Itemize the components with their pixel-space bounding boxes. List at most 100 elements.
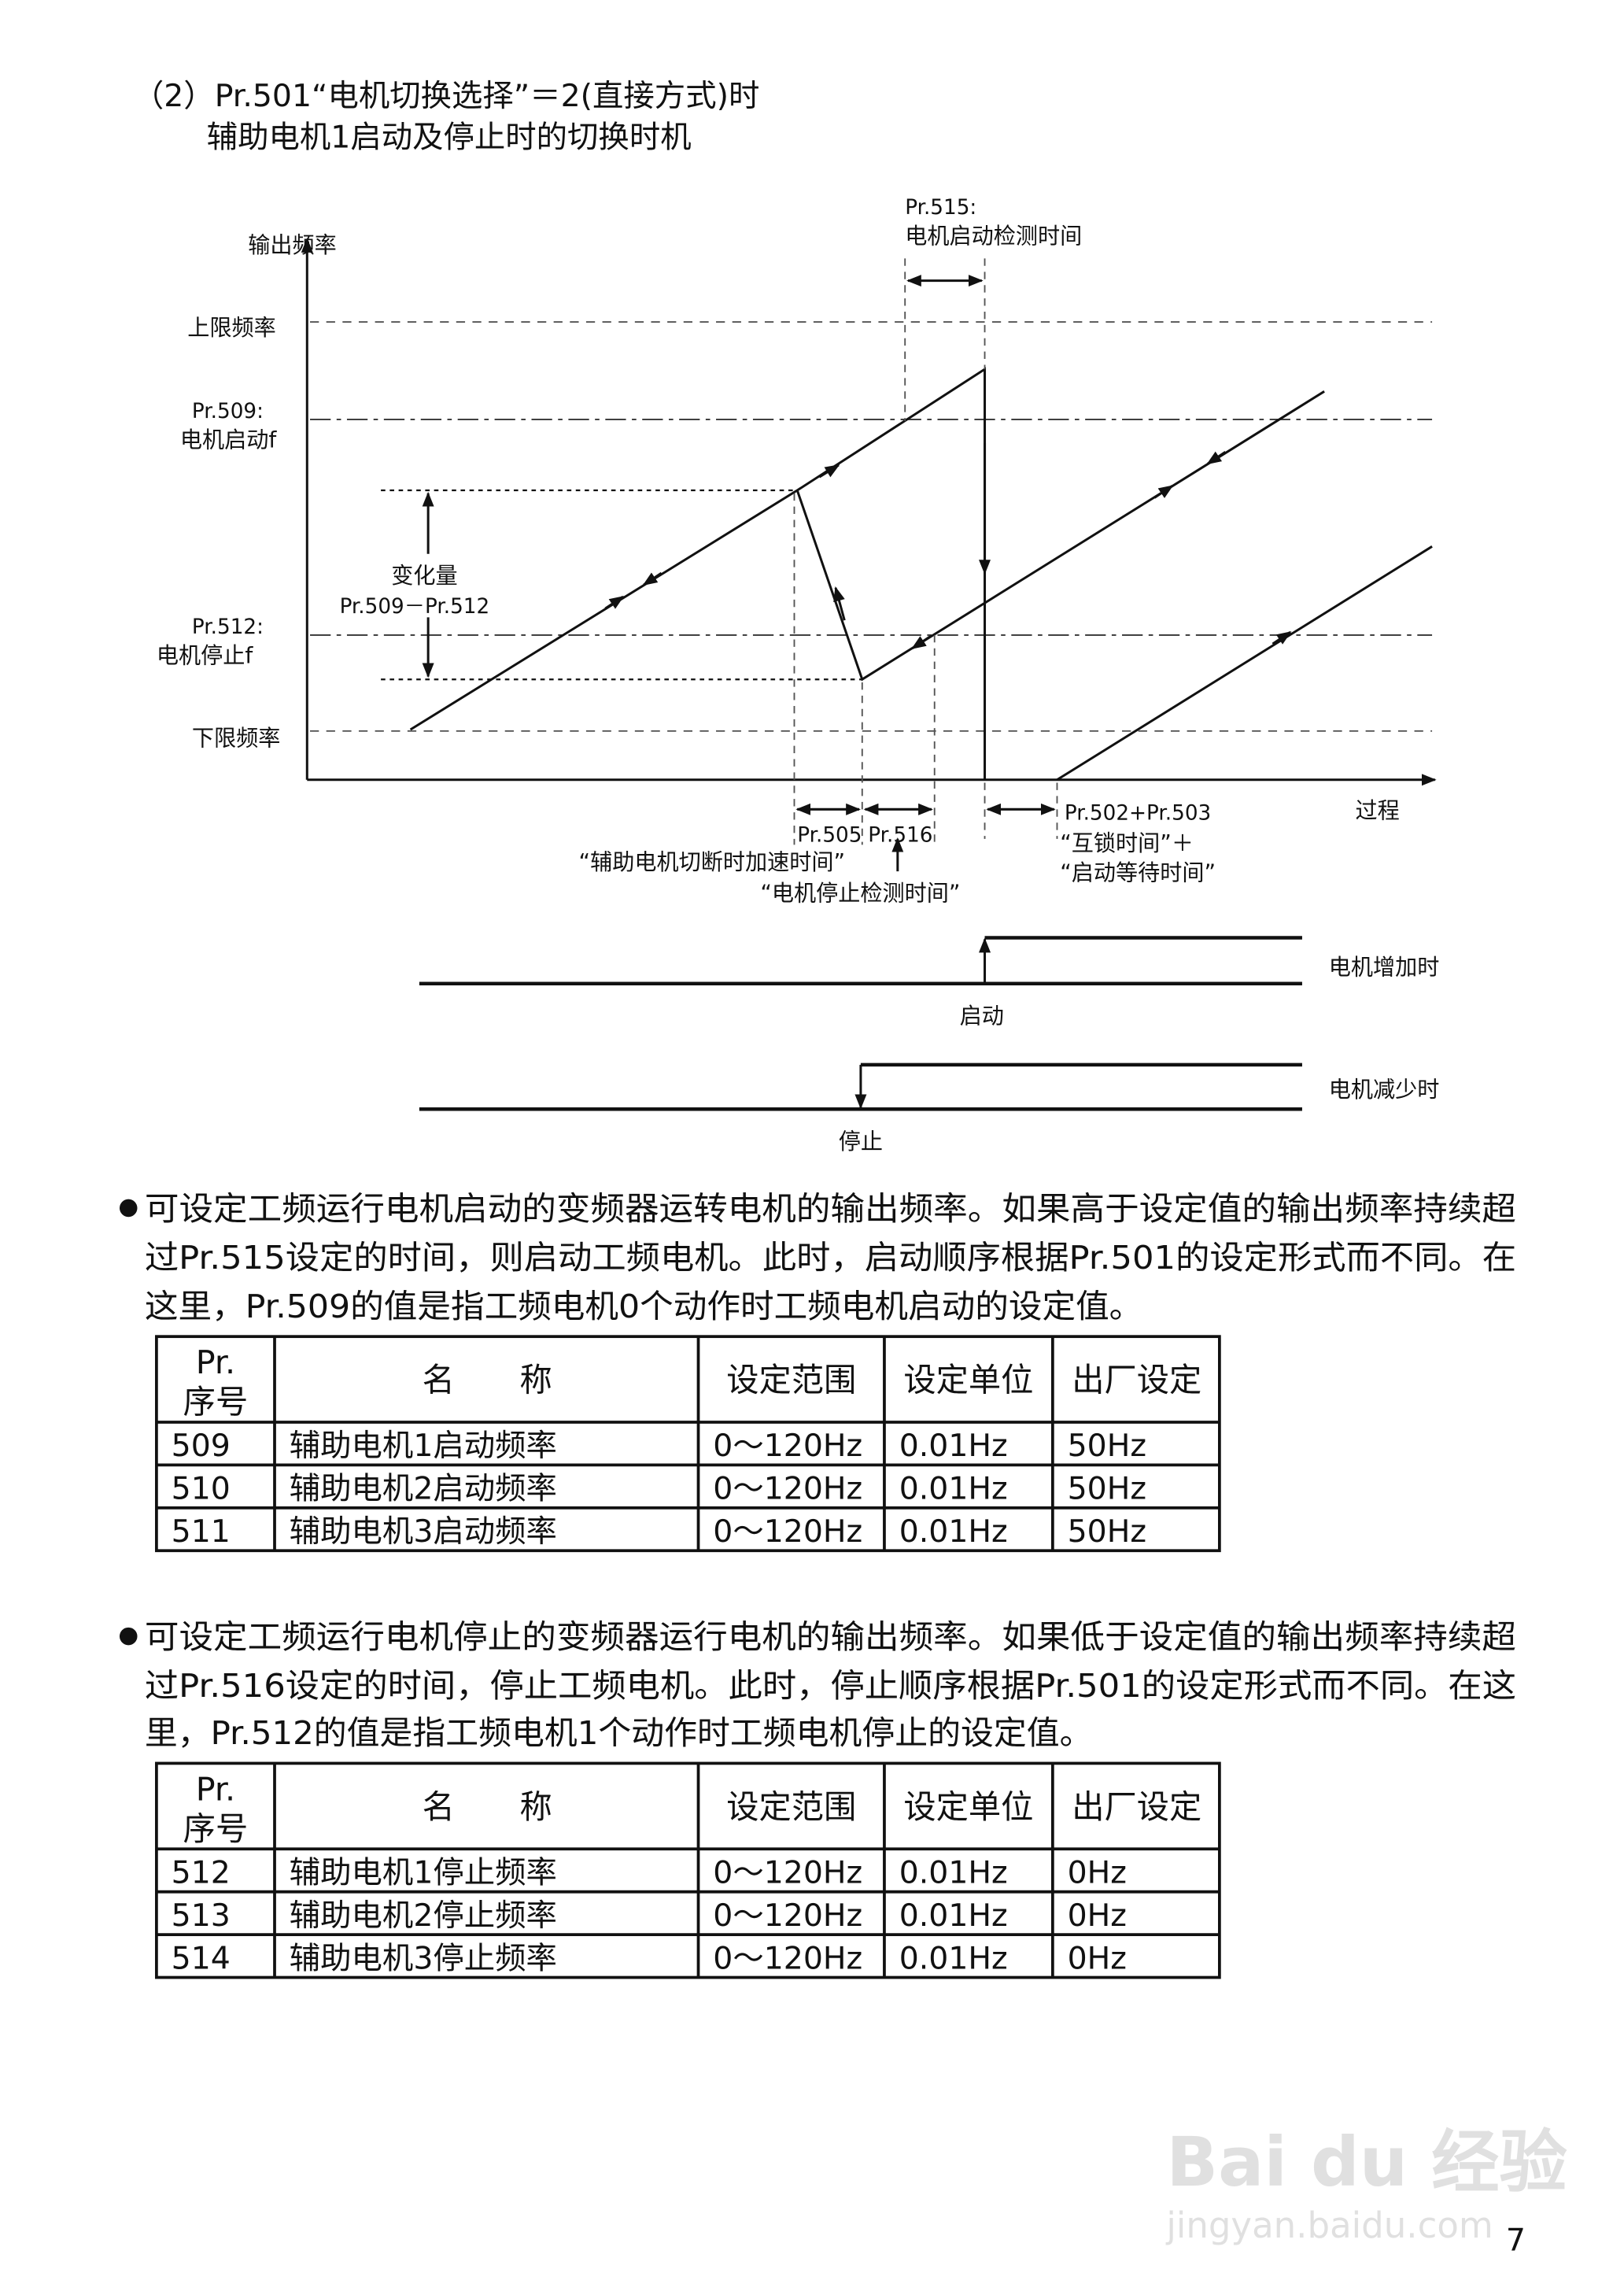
direction-arrow xyxy=(1153,485,1174,499)
cell-default: 0Hz xyxy=(1068,1940,1127,1976)
table-header-number: 序号 xyxy=(183,1810,249,1848)
table-row: 514 辅助电机3停止频率 0～120Hz 0.01Hz 0Hz xyxy=(172,1940,1127,1976)
cell-name: 辅助电机1停止频率 xyxy=(290,1854,557,1890)
table-header-pr: Pr. xyxy=(196,1343,235,1381)
cell-pr-number: 509 xyxy=(172,1428,231,1464)
cell-pr-number: 512 xyxy=(172,1854,231,1890)
change-label: 变化量 xyxy=(391,563,457,589)
table-header-unit: 设定单位 xyxy=(903,1362,1033,1399)
pr515-code-label: Pr.515: xyxy=(905,196,976,220)
direction-arrow xyxy=(818,464,840,479)
table-row: 510 辅助电机2启动频率 0～120Hz 0.01Hz 50Hz xyxy=(172,1471,1146,1507)
cell-unit: 0.01Hz xyxy=(899,1898,1008,1934)
cell-unit: 0.01Hz xyxy=(899,1471,1008,1507)
switching-timing-diagram: 输出频率 过程 上限频率 Pr.509: 电机启动f Pr.512: 电机停止f… xyxy=(157,196,1439,1155)
cell-default: 50Hz xyxy=(1068,1513,1146,1550)
table-header-range: 设定范围 xyxy=(726,1362,856,1399)
pr516-code-label: Pr.516 xyxy=(868,824,932,848)
cell-unit: 0.01Hz xyxy=(899,1940,1008,1976)
cell-range: 0～120Hz xyxy=(713,1940,862,1976)
pr515-name-label: 电机启动检测时间 xyxy=(905,224,1082,249)
table-row: 509 辅助电机1启动频率 0～120Hz 0.01Hz 50Hz xyxy=(172,1428,1146,1464)
table-header-pr: Pr. xyxy=(196,1770,235,1808)
cell-range: 0～120Hz xyxy=(713,1854,862,1890)
pr509-name-label: 电机启动f xyxy=(180,427,278,453)
cell-pr-number: 514 xyxy=(172,1940,231,1976)
section-heading: （2）Pr.501“电机切换选择”＝2(直接方式)时 xyxy=(133,78,760,114)
cell-unit: 0.01Hz xyxy=(899,1428,1008,1464)
cell-unit: 0.01Hz xyxy=(899,1513,1008,1550)
restart-curve xyxy=(1056,545,1433,782)
table-header-name: 名 称 xyxy=(423,1788,552,1826)
cell-unit: 0.01Hz xyxy=(899,1854,1008,1890)
lower-limit-label: 下限频率 xyxy=(192,726,281,752)
cell-pr-number: 511 xyxy=(172,1513,231,1550)
direction-arrow xyxy=(642,571,663,586)
paragraph-line: 过Pr.515设定的时间，则启动工频电机。此时，启动顺序根据Pr.501的设定形… xyxy=(145,1239,1516,1277)
paragraph-line: 这里，Pr.509的值是指工频电机0个动作时工频电机启动的设定值。 xyxy=(145,1288,1142,1325)
pr505-name-label: “辅助电机切断时加速时间” xyxy=(579,849,846,875)
paragraph-line: 里，Pr.512的值是指工频电机1个动作时工频电机停止的设定值。 xyxy=(145,1714,1093,1752)
pr516-name-label: “电机停止检测时间” xyxy=(760,881,960,907)
pr512-code-label: Pr.512: xyxy=(192,615,264,639)
pr505-code-label: Pr.505 xyxy=(797,824,862,848)
watermark-url: jingyan.baidu.com xyxy=(1165,2204,1493,2246)
x-axis-label: 过程 xyxy=(1356,798,1400,824)
cell-pr-number: 513 xyxy=(172,1898,231,1934)
cell-range: 0～120Hz xyxy=(713,1471,862,1507)
table-header-name: 名 称 xyxy=(423,1362,552,1399)
pr502-503-name1: “互锁时间”＋ xyxy=(1060,830,1194,856)
timing-start-label: 启动 xyxy=(960,1003,1004,1029)
upper-limit-label: 上限频率 xyxy=(187,315,276,341)
pr502-503-code-label: Pr.502+Pr.503 xyxy=(1065,801,1211,825)
cell-default: 0Hz xyxy=(1068,1854,1127,1890)
table-header-number: 序号 xyxy=(183,1384,249,1421)
cell-default: 50Hz xyxy=(1068,1428,1146,1464)
bullet-icon xyxy=(119,1199,138,1218)
cell-range: 0～120Hz xyxy=(713,1513,862,1550)
motor-decrease-curve xyxy=(795,390,1325,682)
table-border xyxy=(155,1761,1221,1979)
timing-stop-label: 停止 xyxy=(839,1129,883,1155)
table-header-default: 出厂设定 xyxy=(1072,1362,1201,1399)
section-subheading: 辅助电机1启动及停止时的切换时机 xyxy=(207,120,692,156)
direction-arrow xyxy=(911,635,931,650)
change-formula: Pr.509－Pr.512 xyxy=(340,595,490,619)
table-header-default: 出厂设定 xyxy=(1072,1788,1201,1826)
table-row: 513 辅助电机2停止频率 0～120Hz 0.01Hz 0Hz xyxy=(172,1898,1127,1934)
motor1-frequency-curve xyxy=(409,367,987,780)
cell-range: 0～120Hz xyxy=(713,1898,862,1934)
watermark-logo: Bai du 经验 xyxy=(1166,2123,1567,2202)
direction-arrow xyxy=(833,586,846,621)
stop-frequency-table: Pr.序号 名 称 设定范围 设定单位 出厂设定 512 辅助电机1停止频率 0～120Hz 0… xyxy=(155,1761,1221,1979)
paragraph-line: 过Pr.516设定的时间，停止工频电机。此时，停止顺序根据Pr.501的设定形式… xyxy=(145,1667,1516,1705)
cell-default: 50Hz xyxy=(1068,1471,1146,1507)
cell-pr-number: 510 xyxy=(172,1471,231,1507)
y-axis-label: 输出频率 xyxy=(248,232,337,258)
direction-arrow xyxy=(1272,630,1292,645)
timing-increase-label: 电机增加时 xyxy=(1329,954,1440,980)
direction-arrow xyxy=(604,595,625,610)
cell-name: 辅助电机2停止频率 xyxy=(290,1898,557,1934)
table-header-range: 设定范围 xyxy=(726,1788,856,1826)
cell-name: 辅助电机2启动频率 xyxy=(290,1471,557,1507)
pr502-503-name2: “启动等待时间” xyxy=(1060,859,1216,885)
cell-name: 辅助电机3停止频率 xyxy=(290,1940,557,1976)
cell-name: 辅助电机3启动频率 xyxy=(290,1513,557,1550)
direction-arrow xyxy=(1206,450,1227,465)
pr512-name-label: 电机停止f xyxy=(157,643,254,669)
page-number: 7 xyxy=(1506,2223,1526,2259)
cell-name: 辅助电机1启动频率 xyxy=(290,1428,557,1464)
table-row: 511 辅助电机3启动频率 0～120Hz 0.01Hz 50Hz xyxy=(172,1513,1146,1550)
cell-range: 0～120Hz xyxy=(713,1428,862,1464)
bullet-icon xyxy=(119,1627,138,1646)
paragraph-line: 可设定工频运行电机停止的变频器运行电机的输出频率。如果低于设定值的输出频率持续超 xyxy=(145,1618,1516,1656)
paragraph-line: 可设定工频运行电机启动的变频器运转电机的输出频率。如果高于设定值的输出频率持续超 xyxy=(145,1190,1516,1228)
pr509-code-label: Pr.509: xyxy=(192,400,264,423)
table-row: 512 辅助电机1停止频率 0～120Hz 0.01Hz 0Hz xyxy=(172,1854,1127,1890)
table-header-unit: 设定单位 xyxy=(903,1788,1033,1826)
timing-decrease-label: 电机减少时 xyxy=(1329,1077,1440,1103)
table-border xyxy=(155,1335,1221,1553)
cell-default: 0Hz xyxy=(1068,1898,1127,1934)
